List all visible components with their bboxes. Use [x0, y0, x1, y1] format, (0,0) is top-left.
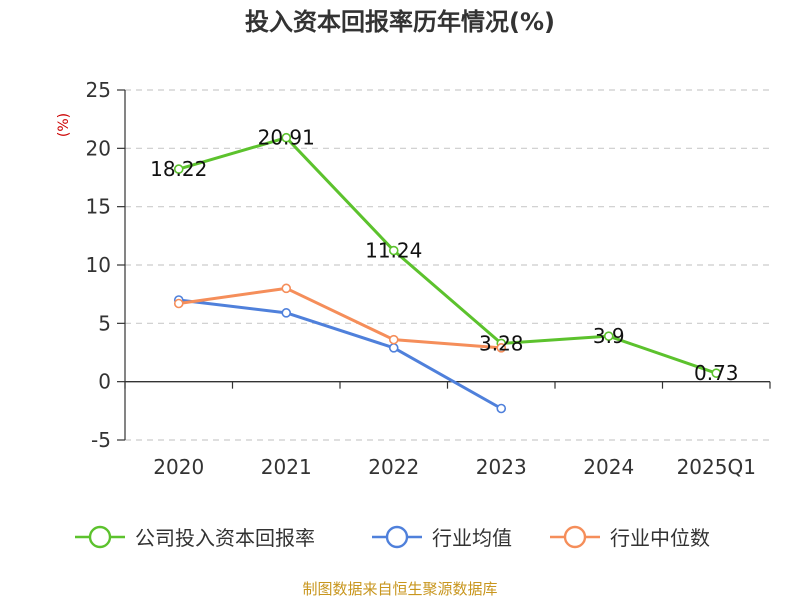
series-layer	[173, 132, 722, 414]
legend-label: 行业中位数	[610, 526, 710, 550]
data-label: 0.73	[694, 361, 739, 385]
y-tick-label: 5	[98, 311, 111, 335]
data-label: 20.91	[258, 126, 315, 150]
data-point	[603, 331, 614, 341]
x-tick-label: 2025Q1	[677, 455, 756, 479]
grid	[125, 89, 770, 441]
data-point	[281, 308, 292, 318]
data-point	[281, 283, 292, 294]
source-note: 制图数据来自恒生聚源数据库	[302, 580, 497, 598]
data-point	[388, 334, 399, 345]
y-tick-label: 10	[86, 253, 111, 277]
legend-label: 行业均值	[432, 526, 512, 550]
x-tick-label: 2022	[368, 455, 419, 479]
data-point	[173, 298, 184, 309]
data-point	[496, 343, 507, 353]
data-label: 3.28	[479, 331, 524, 355]
legend: 公司投入资本回报率 行业均值 行业中位数	[75, 525, 710, 550]
x-tick-label: 2021	[261, 455, 312, 479]
series-line-0	[178, 136, 717, 375]
y-tick-label: -5	[91, 428, 111, 452]
data-labels: 18.22 20.91 11.24 3.28 3.9 0.73	[150, 126, 738, 385]
data-label: 3.9	[593, 324, 625, 348]
chart-title: 投入资本回报率历年情况(%)	[245, 8, 555, 36]
series-line-2	[178, 286, 502, 350]
data-point	[388, 343, 399, 353]
y-tick-label: 0	[98, 370, 111, 394]
legend-marker	[385, 525, 409, 549]
x-tick-label: 2024	[583, 455, 634, 479]
y-axis-label: (%)	[56, 113, 72, 137]
legend-marker	[88, 525, 112, 549]
y-tick-label: 25	[86, 78, 111, 102]
x-tick-label: 2023	[476, 455, 527, 479]
legend-marker	[563, 525, 587, 549]
data-label: 18.22	[150, 157, 207, 181]
legend-label: 公司投入资本回报率	[135, 526, 315, 550]
data-point	[496, 403, 507, 414]
axes: 25 20 15 10 5 0 -5 2020 2021 2022 2023 2024 2025Q1	[86, 78, 771, 479]
data-point	[173, 164, 184, 174]
data-label: 11.24	[365, 239, 422, 263]
series-line-1	[178, 298, 502, 410]
data-point	[711, 368, 722, 378]
data-point	[388, 245, 399, 256]
y-tick-label: 20	[86, 136, 111, 160]
data-point	[281, 132, 292, 143]
x-tick-label: 2020	[153, 455, 204, 479]
y-tick-label: 15	[86, 195, 111, 219]
